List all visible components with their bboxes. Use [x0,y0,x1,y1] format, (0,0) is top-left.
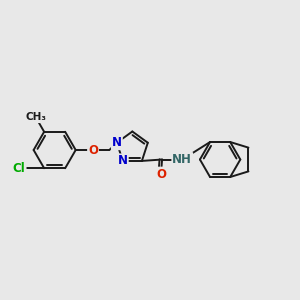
Text: NH: NH [172,153,192,166]
Text: CH₃: CH₃ [25,112,46,122]
Text: N: N [118,154,128,167]
Text: Cl: Cl [13,162,26,175]
Text: N: N [112,136,122,149]
Text: O: O [156,168,166,181]
Text: O: O [88,143,98,157]
